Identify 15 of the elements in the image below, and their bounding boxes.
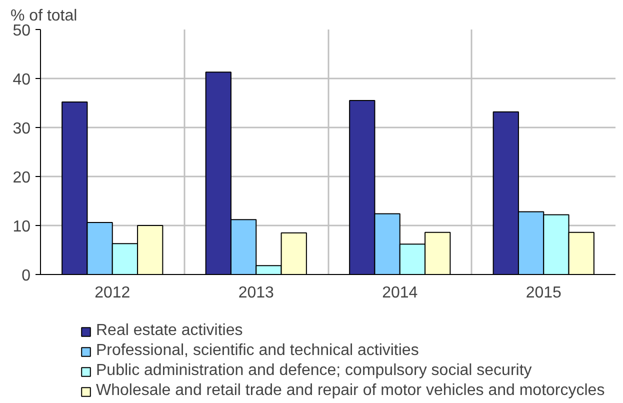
y-tick-label: 30 (12, 120, 31, 138)
y-tick-label: 40 (12, 72, 31, 88)
x-tick-label: 2013 (238, 284, 274, 302)
x-tick-label: 2014 (382, 284, 418, 302)
y-axis-title: % of total (10, 8, 78, 24)
y-tick-label: 10 (12, 218, 31, 236)
x-tick-label: 2015 (526, 284, 562, 302)
legend-label: Public administration and defence; compulsory social security (96, 362, 532, 380)
legend-label: Professional, scientific and technical activities (96, 342, 419, 360)
y-tick-label: 0 (22, 268, 31, 284)
y-tick-label: 20 (12, 170, 31, 186)
x-tick-label: 2012 (94, 284, 130, 302)
y-tick-label: 50 (12, 22, 31, 40)
legend-label: Wholesale and retail trade and repair of motor vehicles and motorcycles (96, 382, 605, 400)
legend-label: Real estate activities (96, 322, 243, 340)
